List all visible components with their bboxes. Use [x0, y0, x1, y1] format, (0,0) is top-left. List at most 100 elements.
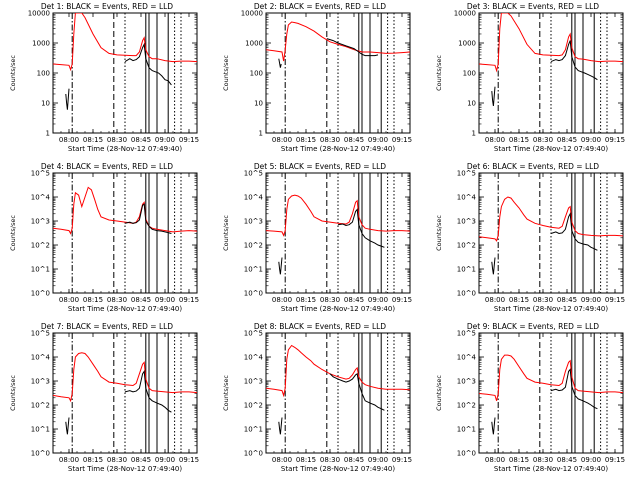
x-tick-label: 08:00 — [59, 136, 79, 144]
x-tick-label: 08:15 — [83, 296, 103, 304]
x-tick-label: 08:45 — [557, 296, 577, 304]
y-tick-label: 10^0 — [31, 290, 50, 298]
x-tick-label: 08:30 — [533, 136, 553, 144]
panel-title: Det 3: BLACK = Events, RED = LLD — [467, 2, 599, 11]
panel-title: Det 1: BLACK = Events, RED = LLD — [41, 2, 173, 11]
events-series-line — [124, 369, 172, 413]
x-axis-label: Start Time (28-Nov-12 07:49:40) — [68, 305, 182, 313]
y-tick-label: 10^5 — [244, 170, 263, 178]
y-tick-label: 10^5 — [244, 330, 263, 338]
lld-series-line — [266, 194, 410, 237]
x-tick-label: 09:15 — [605, 456, 625, 464]
lld-series-line — [479, 196, 623, 242]
y-tick-label: 10^1 — [457, 426, 476, 434]
x-tick-label: 09:00 — [581, 456, 601, 464]
events-series-line — [278, 257, 283, 275]
panel-title: Det 2: BLACK = Events, RED = LLD — [254, 2, 386, 11]
panel-title: Det 5: BLACK = Events, RED = LLD — [254, 162, 386, 171]
y-tick-label: 10^3 — [457, 218, 476, 226]
y-tick-label: 10^5 — [457, 170, 476, 178]
y-tick-label: 10000 — [454, 10, 476, 18]
y-tick-label: 100 — [463, 70, 476, 78]
detector-panel: Det 6: BLACK = Events, RED = LLD 10^0 10^1… — [435, 162, 625, 313]
events-series-line — [65, 417, 70, 435]
x-tick-label: 08:00 — [272, 296, 292, 304]
y-tick-label: 10^4 — [457, 194, 477, 202]
y-tick-label: 10^2 — [457, 242, 476, 250]
x-tick-label: 09:15 — [605, 136, 625, 144]
x-axis-label: Start Time (28-Nov-12 07:49:40) — [281, 305, 395, 313]
y-tick-label: 10^3 — [31, 378, 50, 386]
y-tick-label: 10^2 — [457, 402, 476, 410]
x-tick-label: 08:30 — [107, 456, 127, 464]
y-tick-label: 10^0 — [31, 450, 50, 458]
y-tick-label: 10^3 — [244, 218, 263, 226]
panel-title: Det 8: BLACK = Events, RED = LLD — [254, 322, 386, 331]
x-tick-label: 08:15 — [83, 456, 103, 464]
x-tick-label: 08:45 — [344, 296, 364, 304]
x-tick-label: 09:15 — [179, 136, 199, 144]
y-tick-label: 10^5 — [31, 330, 50, 338]
y-tick-label: 10^0 — [244, 450, 263, 458]
x-tick-label: 08:30 — [320, 456, 340, 464]
y-tick-label: 10^2 — [31, 402, 50, 410]
x-tick-label: 08:00 — [485, 456, 505, 464]
lld-series-line — [479, 13, 623, 73]
x-tick-label: 08:00 — [485, 136, 505, 144]
y-axis-label: Counts/sec — [9, 215, 17, 251]
panel-title: Det 4: BLACK = Events, RED = LLD — [41, 162, 173, 171]
y-tick-label: 1 — [472, 130, 476, 138]
y-tick-label: 1000 — [245, 40, 263, 48]
x-tick-label: 08:30 — [320, 136, 340, 144]
detector-panel: Det 2: BLACK = Events, RED = LLD 1 10 100 10… — [222, 2, 412, 153]
y-tick-label: 10^0 — [457, 450, 476, 458]
y-tick-label: 1000 — [458, 40, 476, 48]
x-tick-label: 09:00 — [155, 456, 175, 464]
x-tick-label: 08:45 — [344, 136, 364, 144]
events-series-line — [326, 38, 379, 57]
lld-series-line — [53, 352, 197, 403]
x-tick-label: 09:15 — [392, 456, 412, 464]
events-series-line — [278, 58, 282, 68]
events-series-line — [278, 417, 283, 435]
x-tick-label: 08:15 — [83, 136, 103, 144]
y-tick-label: 10^1 — [244, 426, 263, 434]
y-tick-label: 1 — [46, 130, 50, 138]
x-tick-label: 08:00 — [485, 296, 505, 304]
x-tick-label: 08:15 — [296, 296, 316, 304]
events-series-line — [329, 372, 385, 411]
y-tick-label: 1 — [259, 130, 263, 138]
x-axis-label: Start Time (28-Nov-12 07:49:40) — [494, 145, 608, 153]
panel-title: Det 7: BLACK = Events, RED = LLD — [41, 322, 173, 331]
y-axis-label: Counts/sec — [435, 215, 443, 251]
x-tick-label: 08:45 — [131, 296, 151, 304]
events-series-line — [550, 368, 598, 410]
y-tick-label: 10^0 — [457, 290, 476, 298]
y-tick-label: 10000 — [241, 10, 263, 18]
x-tick-label: 08:00 — [272, 136, 292, 144]
x-tick-label: 08:45 — [557, 136, 577, 144]
detector-panel: Det 5: BLACK = Events, RED = LLD 10^0 10^1… — [222, 162, 412, 313]
x-tick-label: 08:30 — [107, 136, 127, 144]
y-axis-label: Counts/sec — [435, 55, 443, 91]
x-axis-label: Start Time (28-Nov-12 07:49:40) — [68, 465, 182, 473]
x-tick-label: 08:45 — [557, 456, 577, 464]
y-tick-label: 10^5 — [457, 330, 476, 338]
detector-panel: Det 3: BLACK = Events, RED = LLD 1 10 100 10… — [435, 2, 625, 153]
lld-series-line — [53, 13, 197, 72]
y-tick-label: 10^1 — [31, 266, 50, 274]
events-series-line — [491, 86, 496, 106]
panel-title: Det 6: BLACK = Events, RED = LLD — [467, 162, 599, 171]
x-tick-label: 09:00 — [581, 136, 601, 144]
x-axis-label: Start Time (28-Nov-12 07:49:40) — [281, 145, 395, 153]
events-series-line — [337, 208, 385, 248]
y-axis-label: Counts/sec — [222, 55, 230, 91]
x-tick-label: 08:45 — [131, 136, 151, 144]
panel-title: Det 9: BLACK = Events, RED = LLD — [467, 322, 599, 331]
x-tick-label: 09:00 — [368, 456, 388, 464]
detector-panel: Det 8: BLACK = Events, RED = LLD 10^0 10^1… — [222, 322, 412, 473]
y-axis-label: Counts/sec — [222, 375, 230, 411]
events-series-line — [491, 257, 496, 275]
events-series-line — [124, 42, 172, 86]
